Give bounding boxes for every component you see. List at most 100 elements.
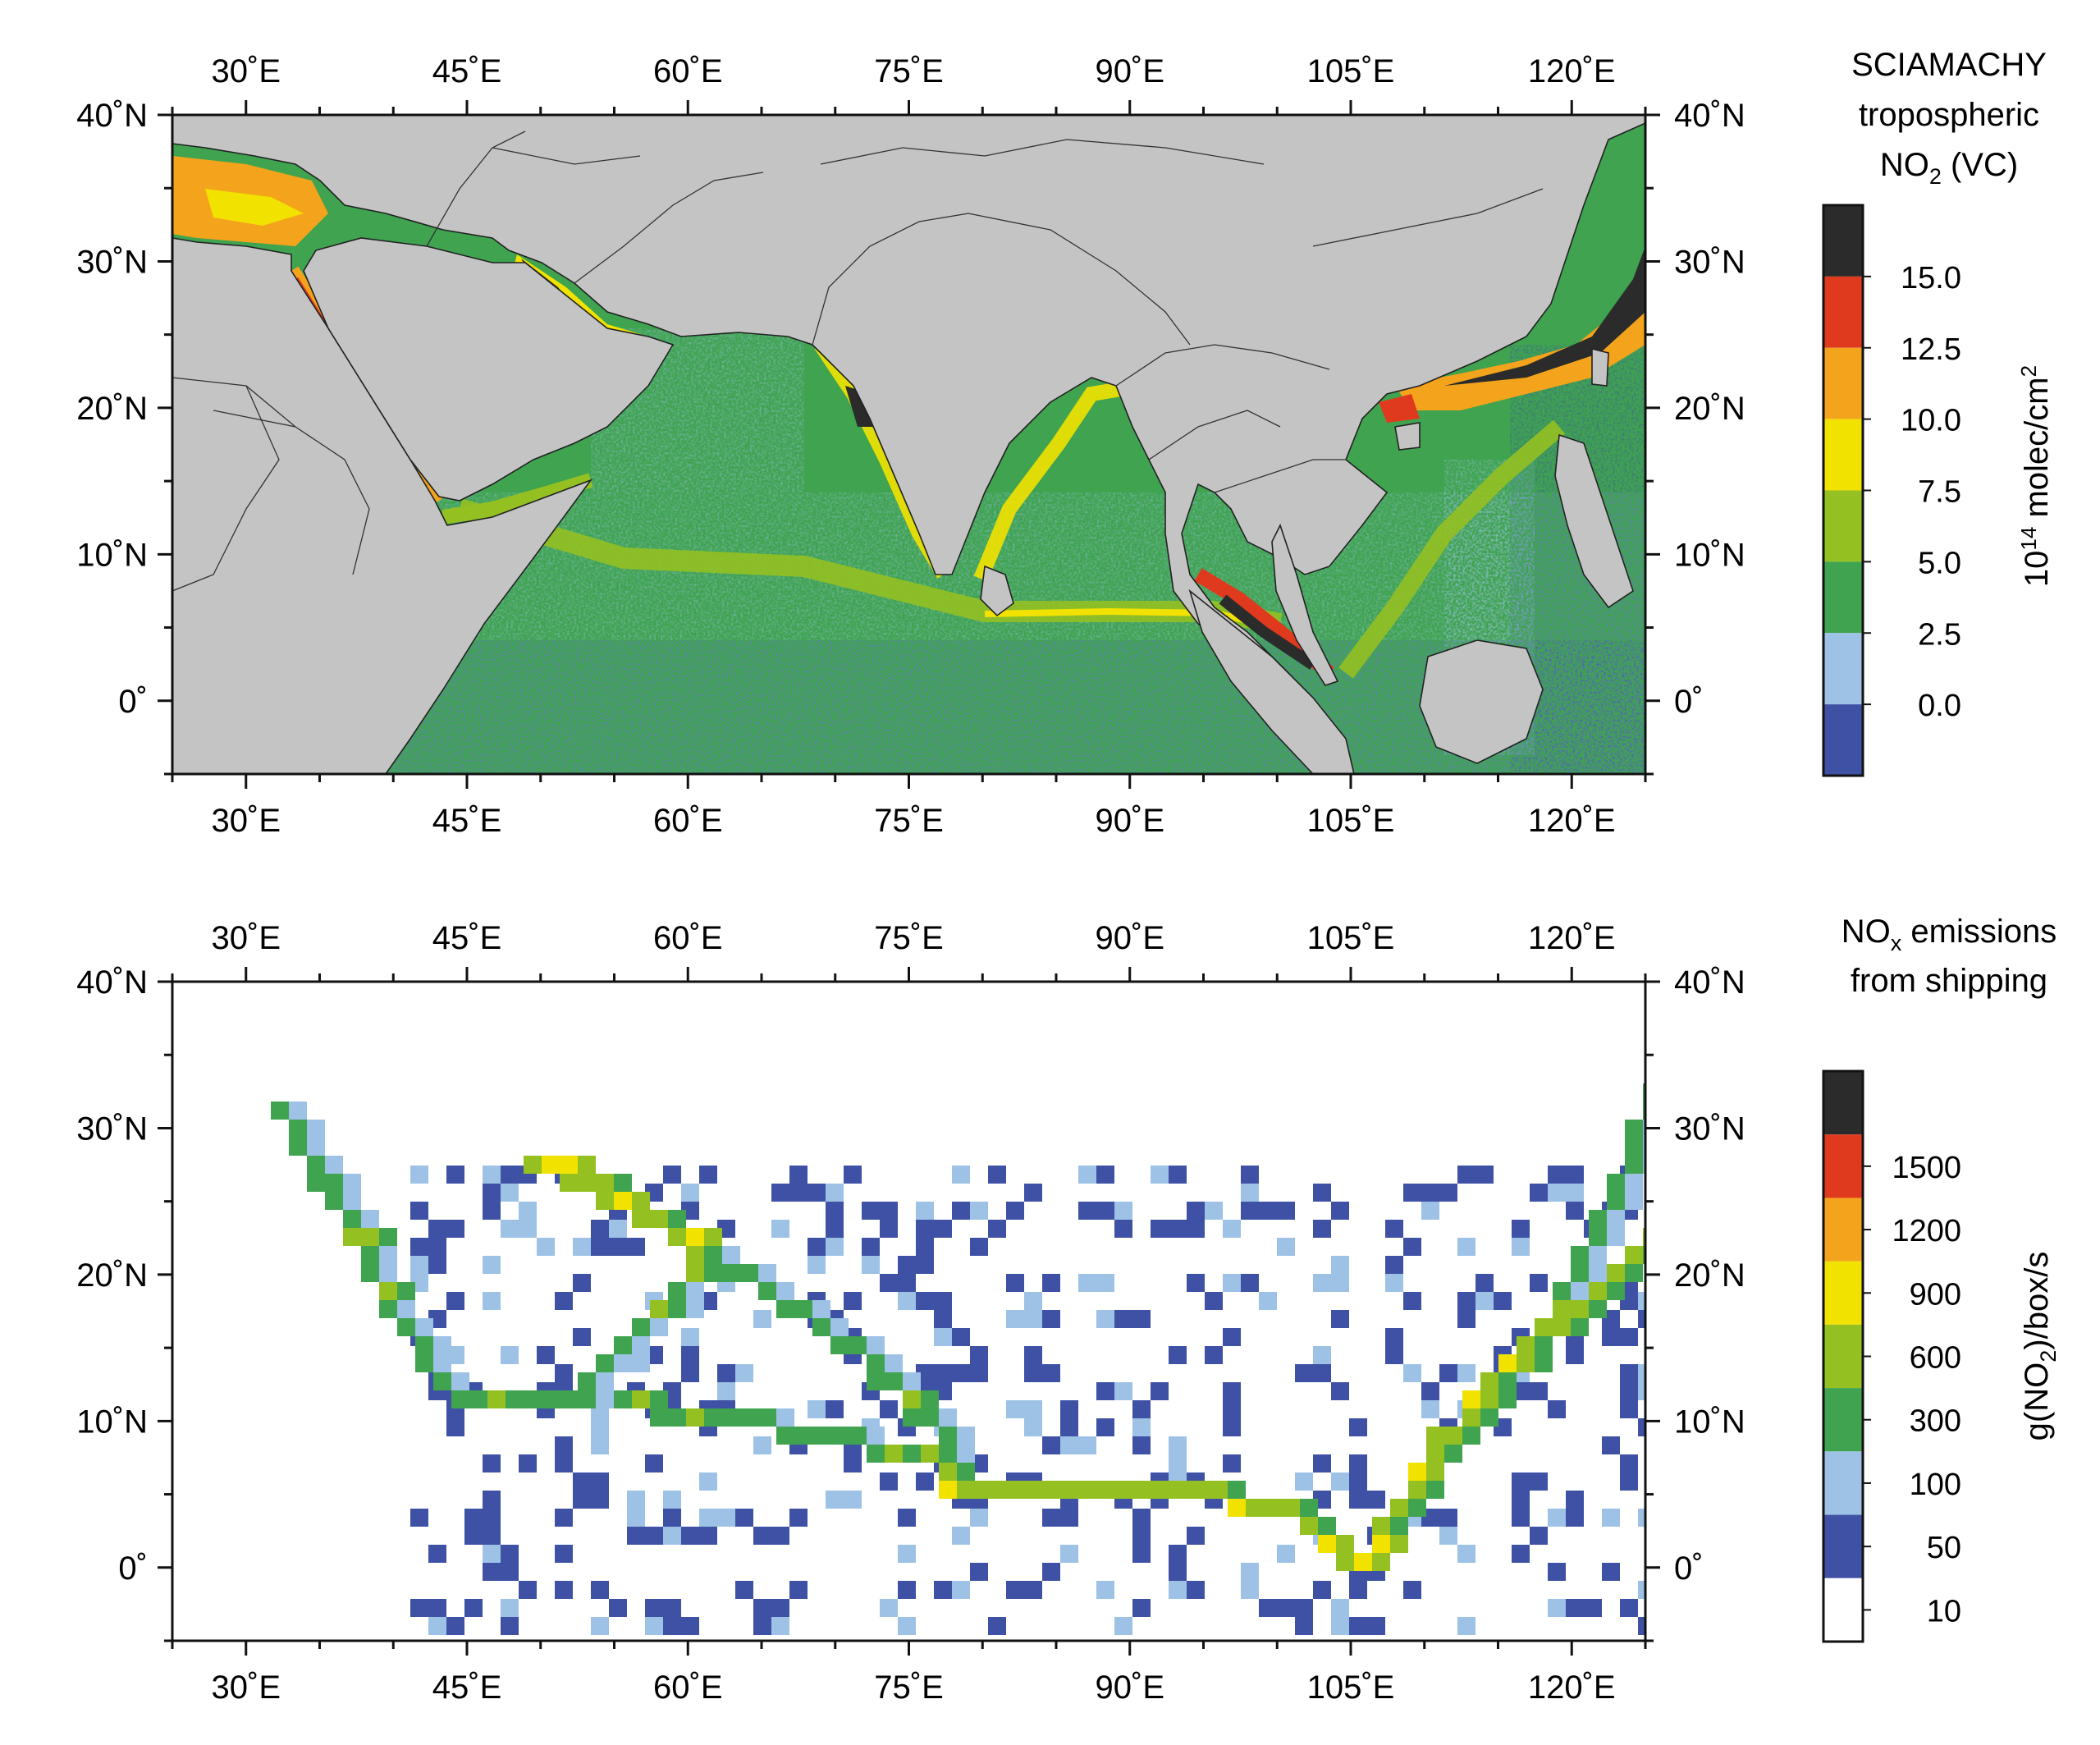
emission-cell — [1367, 1617, 1385, 1635]
emission-cell — [1638, 1509, 1645, 1527]
shipping-colorbar: NOx emissions from shipping 1500 1200 900 6… — [1822, 914, 2061, 1643]
emission-cell — [903, 1445, 921, 1463]
emission-cell — [632, 1354, 650, 1372]
colorbar-label: 1500 — [1892, 1151, 1961, 1185]
sri-lanka-land — [980, 565, 1014, 617]
emission-cell — [609, 1220, 627, 1238]
emission-cell — [542, 1390, 560, 1408]
emission-cell — [614, 1390, 632, 1408]
y-tick-label: 40˚N — [76, 964, 148, 1001]
emission-cell — [830, 1427, 849, 1445]
emission-cell — [1331, 1310, 1349, 1328]
emission-cell — [1494, 1292, 1512, 1310]
emission-cell — [699, 1527, 717, 1545]
colorbar-label: 15.0 — [1901, 261, 1961, 295]
emission-cell — [957, 1463, 975, 1481]
emission-cell — [844, 1292, 862, 1310]
x-tick-label: 120˚E — [1528, 53, 1616, 89]
y-tick-label: 40˚N — [1674, 964, 1745, 1001]
emission-cell — [686, 1282, 704, 1300]
emission-cell — [1336, 1553, 1354, 1571]
emission-cell — [735, 1364, 753, 1382]
emission-cell — [722, 1264, 740, 1282]
emission-cell — [1571, 1264, 1589, 1282]
emission-cell — [844, 1491, 862, 1509]
emission-cell — [410, 1509, 428, 1527]
emission-cell — [789, 1184, 808, 1202]
shipping-legend-title-line1: NOx emissions — [1842, 914, 2057, 955]
emission-cell — [1390, 1499, 1408, 1517]
emission-cell — [862, 1256, 880, 1274]
no2-legend-title-line3: NO2 (VC) — [1880, 147, 2018, 189]
x-tick-label: 105˚E — [1307, 803, 1395, 839]
emission-cell — [1078, 1166, 1096, 1184]
emission-cell — [627, 1491, 645, 1509]
emission-cell — [1480, 1390, 1498, 1408]
malacca-strait-core — [1219, 594, 1316, 670]
emission-cell — [1571, 1282, 1589, 1300]
emission-cell — [410, 1238, 428, 1256]
emission-cell — [1403, 1364, 1421, 1382]
emission-cell — [501, 1563, 519, 1581]
emission-cell — [1512, 1509, 1530, 1527]
emission-cell — [487, 1390, 506, 1408]
emission-cell — [1426, 1463, 1444, 1481]
emission-cell — [916, 1238, 934, 1256]
emission-cell — [1566, 1509, 1584, 1527]
emission-cell — [988, 1166, 1006, 1184]
y-tick-label: 40˚N — [1674, 98, 1745, 134]
emission-cell — [343, 1192, 361, 1210]
emission-cell — [988, 1617, 1006, 1635]
y-tick-label: 20˚N — [1674, 391, 1745, 427]
emission-cell — [826, 1202, 844, 1220]
emission-cell — [771, 1184, 789, 1202]
emission-cell — [506, 1390, 524, 1408]
emission-cell — [555, 1581, 573, 1599]
emission-cell — [952, 1364, 970, 1382]
no2-colorbar: SCIAMACHY tropospheric NO2 (VC) 15.0 12.5… — [1822, 47, 2055, 777]
emission-cell — [1602, 1328, 1620, 1346]
emission-cell — [1421, 1202, 1439, 1220]
mediterranean-core — [205, 189, 304, 226]
colorbar-label: 5.0 — [1918, 546, 1961, 580]
emission-cell — [1457, 1166, 1475, 1184]
emission-cell — [1512, 1220, 1530, 1238]
y-tick-label: 0˚ — [118, 684, 148, 720]
emission-cell — [1331, 1274, 1349, 1292]
emission-cell — [1457, 1545, 1475, 1563]
bottom-y-axis-left: 40˚N 30˚N 20˚N 10˚N 0˚ — [76, 964, 172, 1642]
colorbar-label: 300 — [1910, 1404, 1961, 1439]
emission-cell — [614, 1336, 632, 1354]
emission-cell — [446, 1418, 464, 1436]
emission-cell — [1060, 1400, 1078, 1418]
emission-cell — [379, 1246, 397, 1264]
emission-cell — [1151, 1220, 1169, 1238]
y-tick-label: 30˚N — [76, 244, 148, 280]
emission-cell — [898, 1274, 916, 1292]
colorbar-label: 10 — [1927, 1594, 1961, 1628]
emission-cell — [668, 1408, 686, 1427]
emission-cell — [632, 1336, 650, 1354]
emission-cell — [650, 1408, 668, 1427]
emission-cell — [1228, 1499, 1246, 1517]
emission-cell — [717, 1364, 735, 1382]
emission-cell — [668, 1300, 686, 1318]
emission-cell — [934, 1328, 952, 1346]
emission-cell — [524, 1156, 542, 1174]
x-tick-label: 60˚E — [653, 53, 723, 89]
colorbar-box — [1823, 1261, 1863, 1325]
emission-cell — [524, 1390, 542, 1408]
emission-cell — [939, 1463, 957, 1481]
emission-cell — [898, 1581, 916, 1599]
emission-cell — [1336, 1535, 1354, 1553]
emission-cell — [1241, 1202, 1259, 1220]
emission-cell — [596, 1390, 614, 1408]
emission-cell — [735, 1581, 753, 1599]
emission-cell — [501, 1346, 519, 1364]
emission-cell — [1223, 1220, 1241, 1238]
emission-cell — [501, 1545, 519, 1563]
top-x-axis-bottom: 30˚E 45˚E 60˚E 75˚E 90˚E 105˚E 120˚E — [171, 774, 1647, 839]
y-tick-label: 30˚N — [1674, 1111, 1745, 1147]
emission-cell — [957, 1427, 975, 1445]
emission-cell — [1313, 1184, 1331, 1202]
